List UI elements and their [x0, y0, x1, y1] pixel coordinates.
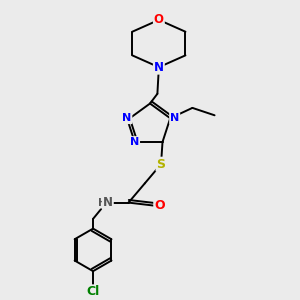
Text: Cl: Cl	[86, 285, 100, 298]
Text: N: N	[122, 113, 131, 123]
Text: N: N	[103, 196, 113, 209]
Text: N: N	[170, 113, 179, 123]
Text: O: O	[154, 199, 165, 212]
Text: S: S	[157, 158, 166, 171]
Text: O: O	[154, 14, 164, 26]
Text: H: H	[98, 198, 106, 208]
Text: N: N	[130, 137, 139, 147]
Text: N: N	[154, 61, 164, 74]
